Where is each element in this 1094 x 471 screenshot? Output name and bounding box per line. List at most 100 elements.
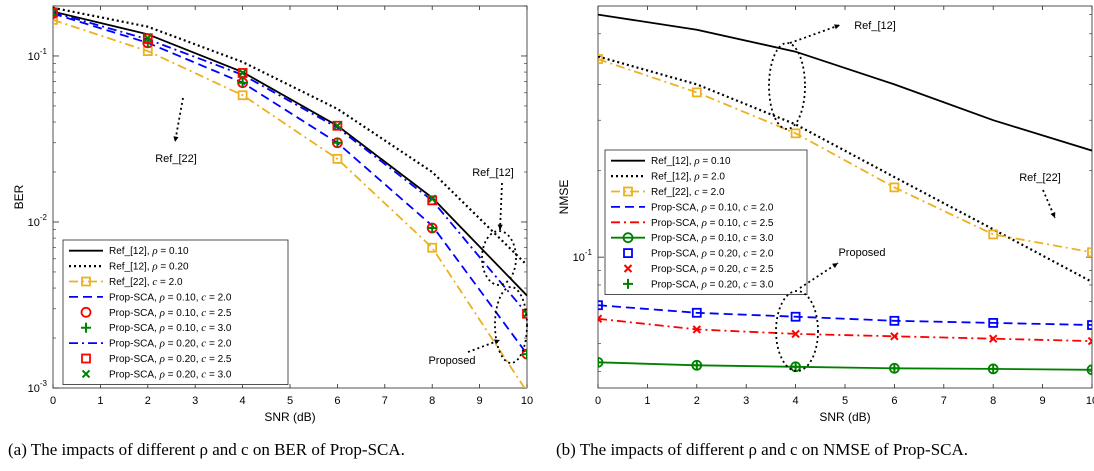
legend-entry-prop-sca-rho-0-10-c-2-0: Prop-SCA, ρ = 0.10, c = 2.0 (109, 291, 232, 303)
y-tick-label: 10-2 (28, 213, 48, 229)
ber-chart: 0 1 2 3 4 5 6 7 8 9 10 10-3 10-2 10-1 SNR (dB) BER Ref_[… (12, 5, 533, 424)
annotation-arrowhead (832, 263, 838, 269)
data-point-prop-sca-rho-0-20-c-2-5 (142, 33, 153, 44)
data-point-prop-sca-rho-0-10-c-3-0 (332, 137, 343, 148)
legend-marker-prop-sca-rho-0-10-c-3-0 (81, 322, 91, 333)
x-tick-label: 7 (941, 395, 947, 407)
series-line-prop-sca-rho-0-20-c-2-0 (53, 11, 527, 315)
data-point-prop-sca-rho-0-20-c-3-0 (238, 68, 247, 78)
data-point-prop-sca-rho-0-20-c-3-0 (691, 360, 702, 371)
annotation: Ref_[22] (1019, 172, 1061, 219)
data-point-prop-sca-rho-0-10-c-3-0 (522, 349, 527, 360)
data-point-prop-sca-rho-0-10-c-3-0 (237, 77, 248, 88)
x-tick-label: 10 (521, 395, 533, 407)
annotation-ellipse (481, 230, 517, 286)
series-line-ref-12-rho-0-10 (53, 10, 527, 297)
data-point-prop-sca-rho-0-20-c-2-0 (988, 318, 999, 328)
data-point-prop-sca-rho-0-20-c-2-5 (53, 7, 58, 18)
x-tick-label: 6 (334, 395, 340, 407)
data-point-prop-sca-rho-0-20-c-3-0 (427, 194, 437, 203)
legend-marker-prop-sca-rho-0-20-c-2-5 (623, 264, 633, 273)
x-tick-label: 10 (1086, 395, 1094, 407)
x-tick-label: 2 (145, 395, 151, 407)
data-point-prop-sca-rho-0-10-c-3-0 (427, 222, 438, 233)
x-tick-label: 1 (644, 395, 650, 407)
annotation-label: Ref_[12] (472, 167, 514, 179)
legend-marker-ref-22-c-2-0 (623, 186, 633, 197)
annotation-ellipse (768, 42, 806, 130)
x-tick-label: 3 (743, 395, 749, 407)
data-point-prop-sca-rho-0-20-c-2-5 (1087, 336, 1092, 346)
data-point-ref-22-c-2-0 (691, 87, 702, 98)
annotation-arrow (467, 339, 501, 353)
annotation-ellipse (775, 290, 819, 372)
x-tick-label: 4 (240, 395, 246, 407)
series-line-prop-sca-rho-0-10-c-2-0 (53, 12, 527, 355)
legend-entry-prop-sca-rho-0-10-c-3-0: Prop-SCA, ρ = 0.10, c = 3.0 (651, 232, 774, 244)
data-point-ref-22-c-2-0 (427, 242, 438, 253)
data-point-prop-sca-rho-0-20-c-3-0 (988, 363, 999, 374)
annotation: Ref_[12] (472, 167, 517, 286)
annotation-arrow (789, 24, 841, 44)
annotation: Proposed (428, 286, 528, 367)
caption-a: (a) The impacts of different ρ and c on … (8, 440, 405, 459)
data-point-ref-22-c-2-0 (332, 153, 343, 164)
data-point-ref-22-c-2-0 (988, 229, 999, 240)
data-point-prop-sca-rho-0-20-c-2-5 (522, 308, 527, 319)
legend-marker-prop-sca-rho-0-10-c-3-0 (622, 232, 634, 244)
data-point-prop-sca-rho-0-20-c-2-5 (988, 334, 998, 343)
annotation-label: Ref_[22] (155, 153, 197, 165)
series-line-prop-sca-rho-0-10-c-2-5 (598, 317, 1092, 342)
legend-entry-ref-22-c-2-0: Ref_[22], c = 2.0 (109, 276, 183, 288)
series-line-prop-sca-rho-0-10-c-3-0 (598, 361, 1092, 371)
x-tick-label: 7 (382, 395, 388, 407)
legend: Ref_[12], ρ = 0.10 Ref_[12], ρ = 2.0 Ref_[… (604, 149, 808, 296)
x-tick-label: 3 (192, 395, 198, 407)
legend-box (62, 239, 289, 386)
legend-entry-prop-sca-rho-0-20-c-2-0: Prop-SCA, ρ = 0.20, c = 2.0 (651, 248, 774, 260)
legend-entry-ref-12-rho-2-0: Ref_[12], ρ = 2.0 (651, 171, 725, 183)
data-point-prop-sca-rho-0-20-c-2-0 (790, 311, 801, 322)
data-point-prop-sca-rho-0-20-c-3-0 (53, 8, 58, 17)
legend-marker-prop-sca-rho-0-20-c-2-5 (81, 353, 91, 364)
series-line-ref-22-c-2-0 (53, 19, 526, 388)
annotation-label: Proposed (428, 355, 475, 367)
legend-marker-prop-sca-rho-0-20-c-3-0 (623, 278, 633, 289)
annotation-label: Ref_[22] (1019, 172, 1061, 184)
data-point-prop-sca-rho-0-20-c-3-0 (522, 309, 527, 318)
series-line-ref-22-c-2-0 (598, 58, 1092, 254)
annotation: Ref_[22] (155, 97, 197, 165)
data-point-prop-sca-rho-0-20-c-2-5 (598, 314, 603, 323)
legend-entry-prop-sca-rho-0-10-c-2-0: Prop-SCA, ρ = 0.10, c = 2.0 (651, 201, 774, 213)
y-axis-label: BER (12, 184, 26, 209)
x-tick-label: 8 (990, 395, 996, 407)
data-point-ref-22-c-2-0 (889, 182, 900, 193)
nmse-chart: 0 1 2 3 4 5 6 7 8 9 10 10-1 SNR (dB) NMSE Ref_[12], ρ … (557, 5, 1094, 424)
legend-entry-ref-12-rho-0-20: Ref_[12], ρ = 0.20 (109, 261, 189, 273)
annotation-ellipse (494, 286, 528, 364)
legend-entry-prop-sca-rho-0-10-c-3-0: Prop-SCA, ρ = 0.10, c = 3.0 (109, 322, 232, 334)
series-group (598, 13, 1092, 376)
legend-entry-prop-sca-rho-0-20-c-2-0: Prop-SCA, ρ = 0.20, c = 2.0 (109, 338, 232, 350)
y-tick-label: 10-1 (28, 47, 48, 63)
annotation-arrowhead (1050, 212, 1056, 218)
data-point-prop-sca-rho-0-20-c-2-5 (692, 325, 702, 334)
y-tick-label: 10-3 (28, 379, 48, 395)
x-tick-label: 6 (891, 395, 897, 407)
caption-b: (b) The impacts of different ρ and c on … (556, 440, 969, 459)
legend-entry-ref-22-c-2-0: Ref_[22], c = 2.0 (651, 186, 725, 198)
annotation-arrowhead (834, 24, 840, 30)
annotation-arrow (174, 97, 184, 143)
y-axis-label: NMSE (557, 180, 571, 215)
legend-marker-prop-sca-rho-0-10-c-2-5 (80, 306, 92, 318)
annotation: Ref_[12] (768, 20, 896, 130)
data-point-prop-sca-rho-0-20-c-2-5 (332, 120, 343, 131)
legend: Ref_[12], ρ = 0.10 Ref_[12], ρ = 0.20 Ref_… (62, 239, 289, 386)
data-point-ref-22-c-2-0 (237, 90, 248, 101)
x-axis-label: SNR (dB) (264, 410, 315, 424)
legend-marker-ref-22-c-2-0 (81, 276, 91, 287)
data-point-prop-sca-rho-0-20-c-3-0 (1087, 364, 1092, 375)
legend-entry-ref-12-rho-0-10: Ref_[12], ρ = 0.10 (651, 155, 731, 167)
x-tick-label: 5 (287, 395, 293, 407)
